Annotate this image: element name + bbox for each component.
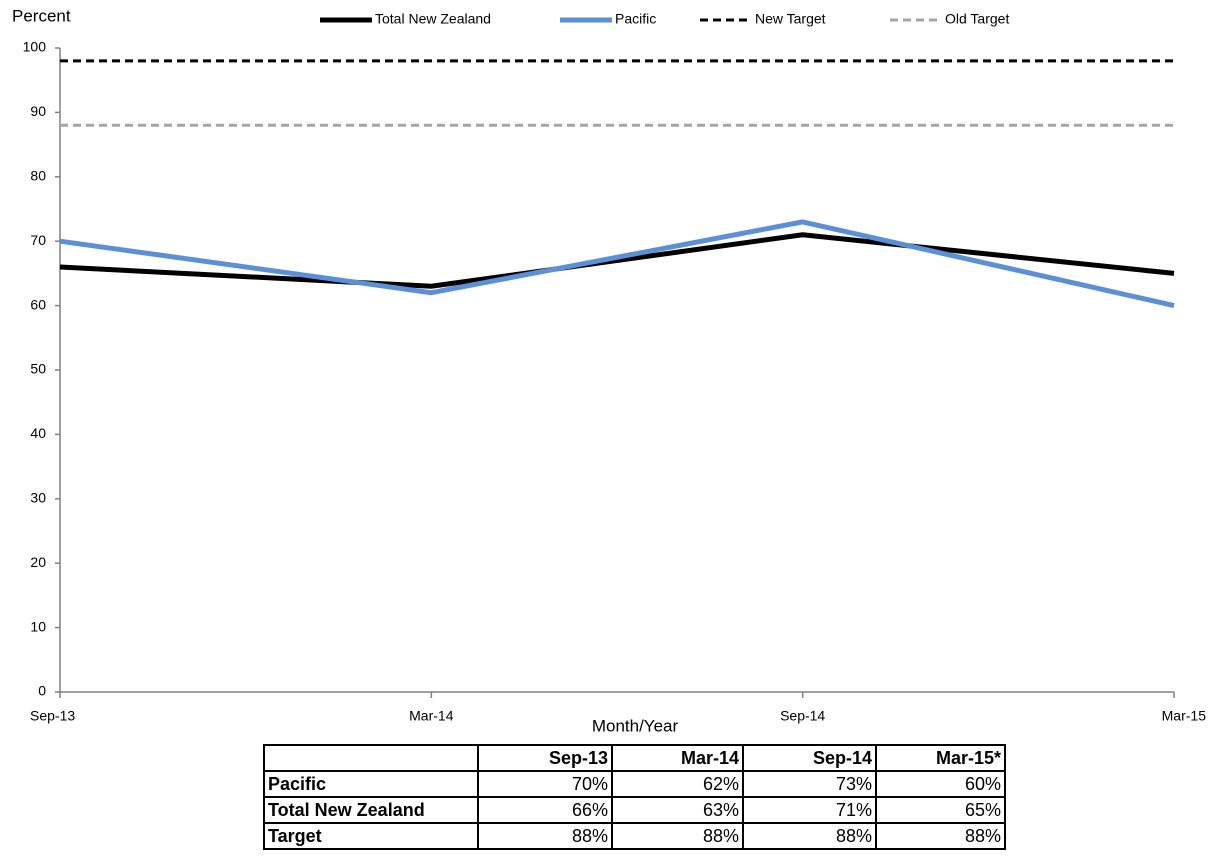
table-cell: 88%	[611, 822, 744, 850]
table-cell: Target	[263, 822, 479, 850]
series-line	[59, 219, 1175, 309]
x-tick-label: Sep-13	[30, 708, 75, 724]
table-row: Sep-13 Mar-14 Sep-14 Mar-15*	[263, 744, 1006, 772]
table-cell: 62%	[611, 770, 744, 798]
y-axis-label: Percent	[12, 6, 71, 25]
table-cell: 71%	[742, 796, 877, 824]
table-cell: Mar-15*	[875, 744, 1006, 772]
table-cell: 70%	[477, 770, 613, 798]
y-tick-label: 40	[30, 425, 46, 441]
legend-label: Old Target	[945, 11, 1009, 27]
table-cell: 88%	[742, 822, 877, 850]
table-cell: 88%	[477, 822, 613, 850]
table-cell: Total New Zealand	[263, 796, 479, 824]
table-cell: Pacific	[263, 770, 479, 798]
y-tick-label: 50	[30, 361, 46, 377]
data-table: Sep-13 Mar-14 Sep-14 Mar-15* Pacific 70% 62% 73…	[263, 744, 1006, 850]
y-tick-label: 30	[30, 490, 46, 506]
table-cell: Mar-14	[611, 744, 744, 772]
legend-label: Pacific	[615, 11, 656, 27]
series-line	[59, 232, 1175, 289]
x-axis-label: Month/Year	[592, 716, 679, 735]
table-cell: 65%	[875, 796, 1006, 824]
y-tick-label: 80	[30, 168, 46, 184]
table-cell: 60%	[875, 770, 1006, 798]
table-cell: Sep-13	[477, 744, 613, 772]
table-row: Pacific 70% 62% 73% 60%	[263, 770, 1006, 798]
y-tick-label: 0	[38, 683, 46, 699]
y-tick-label: 60	[30, 296, 46, 312]
legend-label: Total New Zealand	[375, 11, 491, 27]
table-cell: 63%	[611, 796, 744, 824]
x-tick-label: Sep-14	[780, 708, 825, 724]
chart: Percent Month/Year 0 10 20 30 40 50 60 70 80 90 10…	[12, 6, 1207, 735]
table-cell: Sep-14	[742, 744, 877, 772]
table-cell: 66%	[477, 796, 613, 824]
y-tick-label: 90	[30, 103, 46, 119]
x-tick-label: Mar-14	[409, 708, 454, 724]
table-cell: 88%	[875, 822, 1006, 850]
y-tick-label: 10	[30, 618, 46, 634]
y-tick-label: 20	[30, 554, 46, 570]
table-row: Target 88% 88% 88% 88%	[263, 822, 1006, 850]
table-cell: 73%	[742, 770, 877, 798]
legend-label: New Target	[755, 11, 826, 27]
y-tick-label: 70	[30, 232, 46, 248]
table-cell	[263, 744, 479, 772]
y-tick-label: 100	[23, 39, 47, 55]
table-row: Total New Zealand 66% 63% 71% 65%	[263, 796, 1006, 824]
x-tick-label: Mar-15	[1162, 708, 1207, 724]
